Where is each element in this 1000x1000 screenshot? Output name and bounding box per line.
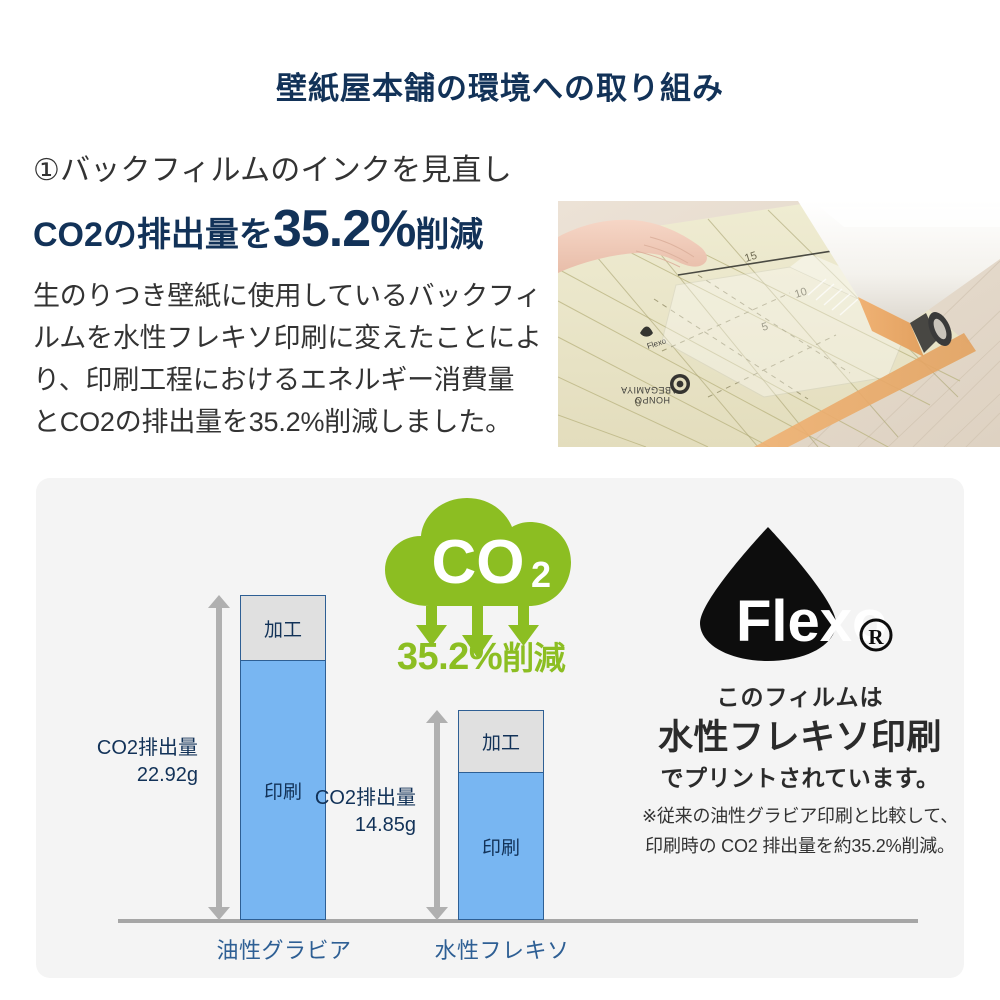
wallpaper-photo: 0 5 10 15 Flexo KABEGAMIYA HONPO: [558, 201, 1000, 447]
flexo-logo: Flexo R: [680, 523, 920, 663]
water-drop-icon: Flexo R: [700, 527, 893, 661]
svg-text:5: 5: [760, 321, 770, 334]
measure-arrow-water-flexo: [426, 710, 448, 920]
body-line-4: とCO2の排出量を35.2%削減しました。: [33, 407, 512, 438]
arrow-shaft: [434, 721, 440, 909]
bar1-segment-printing: 印刷: [241, 661, 325, 919]
arrow-head-up-icon: [426, 710, 448, 723]
flexo-block: Flexo R このフィルムは 水性フレキソ印刷 でプリントされています。 ※従…: [636, 478, 964, 978]
bar-water-flexo: 加工 印刷: [458, 710, 544, 920]
measure-arrow-oil-gravure: [208, 595, 230, 920]
svg-text:CO: CO: [432, 528, 525, 597]
svg-text:KABEGAMIYA: KABEGAMIYA: [621, 385, 684, 395]
bar2-segment-printing: 印刷: [459, 773, 543, 919]
value-amount: 22.92g: [136, 764, 198, 786]
category-label-oil-gravure: 油性グラビア: [216, 938, 352, 963]
reduction-percent: 35.2%: [396, 636, 503, 678]
flexo-footnote: ※従来の油性グラビア印刷と比較して、 印刷時の CO2 排出量を約35.2%削減…: [636, 802, 964, 861]
co2-bar-chart: 加工 印刷 加工 印刷 CO2排出量 22.92g: [36, 478, 918, 978]
headline-prefix: CO2の排出量を: [33, 216, 273, 255]
arrow-shaft: [216, 606, 222, 909]
body-copy: 生のりつき壁紙に使用しているバックフィ ルムを水性フレキソ印刷に変えたことによ …: [33, 275, 548, 443]
svg-text:2: 2: [531, 554, 551, 595]
flexo-line-1: このフィルムは: [716, 684, 884, 710]
footnote-line-1: ※従来の油性グラビア印刷と比較して、: [641, 806, 959, 826]
bar1-segment-processing: 加工: [241, 596, 325, 661]
arrow-head-up-icon: [208, 595, 230, 608]
headline-suffix: 削減: [415, 216, 484, 255]
svg-text:HONPO: HONPO: [634, 395, 670, 405]
svg-text:0: 0: [633, 397, 643, 410]
headline: CO2の排出量を 35.2% 削減: [33, 198, 548, 260]
lead-text: ①バックフィルムのインクを見直し: [33, 154, 512, 187]
arrow-head-down-icon: [426, 907, 448, 920]
photo-illustration: 0 5 10 15 Flexo KABEGAMIYA HONPO: [558, 201, 1000, 447]
intro-copy-block: ①バックフィルムのインクを見直し CO2の排出量を 35.2% 削減 生のりつき壁紙…: [33, 152, 548, 443]
value-label-water-flexo: CO2排出量 14.85g: [292, 785, 416, 839]
value-caption: CO2排出量: [96, 737, 198, 759]
hand: [558, 219, 707, 273]
registered-icon: R: [859, 618, 893, 652]
body-line-2: ルムを水性フレキソ印刷に変えたことによ: [33, 322, 542, 353]
value-amount: 14.85g: [354, 814, 416, 836]
chart-baseline: [118, 919, 918, 923]
bar-oil-gravure: 加工 印刷: [240, 595, 326, 920]
flexo-line-3: でプリントされています。: [660, 765, 940, 791]
headline-percent: 35.2%: [272, 200, 416, 259]
body-line-1: 生のりつき壁紙に使用しているバックフィ: [33, 280, 542, 311]
co2-cloud-graphic: CO 2: [371, 488, 591, 673]
value-caption: CO2排出量: [314, 787, 416, 809]
svg-text:15: 15: [743, 250, 758, 265]
body-line-3: り、印刷工程におけるエネルギー消費量: [33, 365, 515, 395]
comparison-panel: 加工 印刷 加工 印刷 CO2排出量 22.92g: [36, 478, 964, 978]
category-label-water-flexo: 水性フレキソ: [434, 938, 570, 963]
arrow-head-down-icon: [208, 907, 230, 920]
flexo-line-2: 水性フレキソ印刷: [657, 718, 942, 757]
page-title: 壁紙屋本舗の環境への取り組み: [276, 71, 724, 106]
footnote-line-2: 印刷時の CO2 排出量を約35.2%削減。: [645, 835, 955, 856]
reduction-suffix: 削減: [502, 640, 566, 676]
svg-text:R: R: [868, 625, 884, 649]
svg-text:10: 10: [793, 286, 808, 301]
bar2-segment-processing: 加工: [459, 711, 543, 773]
cloud-icon: CO 2: [385, 498, 571, 658]
value-label-oil-gravure: CO2排出量 22.92g: [74, 735, 198, 789]
reduction-label: 35.2%削減: [371, 633, 591, 679]
